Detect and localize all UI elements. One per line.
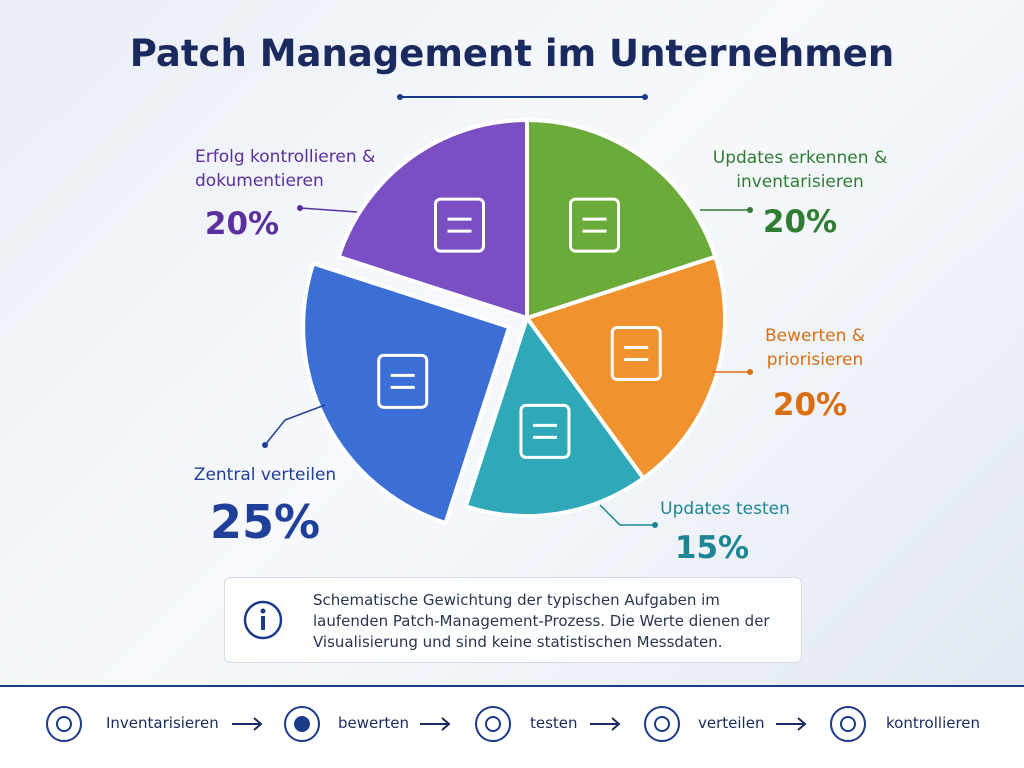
pie-slice: [463, 316, 646, 518]
title-rule-dot: [642, 94, 648, 100]
category-label: Bewerten & priorisieren: [764, 326, 866, 370]
slice-icon: [569, 197, 621, 253]
category-label: Updates erkennen & inventarisieren: [712, 148, 888, 192]
step-arrow-head: [797, 717, 807, 731]
step-icon-core: [654, 716, 670, 732]
step-icon: [475, 706, 511, 742]
category-label: Updates testen: [660, 499, 790, 519]
leader-dot: [262, 442, 268, 448]
step-icon: [830, 706, 866, 742]
process-step: Inventarisieren: [106, 714, 219, 732]
pie-slice: [301, 261, 512, 525]
step-arrow-head: [441, 717, 451, 731]
leader-line: [264, 404, 326, 446]
info-box: Schematische Gewichtung der typischen Au…: [224, 577, 802, 663]
leader-dot: [747, 207, 753, 213]
step-icon: [46, 706, 82, 742]
chart-title: Patch Management im Unternehmen: [129, 32, 895, 75]
leader-dot: [297, 205, 303, 211]
process-step: verteilen: [698, 714, 765, 732]
info-icon: [243, 600, 283, 640]
pie-slice: [525, 118, 718, 320]
step-arrow-head: [611, 717, 621, 731]
pie-slice: [525, 254, 727, 481]
step-icon-core: [485, 716, 501, 732]
title-rule-dot: [397, 94, 403, 100]
value-label: 20%: [204, 206, 280, 242]
step-icon: [644, 706, 680, 742]
category-label: Erfolg kontrollieren & dokumentieren: [195, 147, 376, 191]
leader-dot: [747, 369, 753, 375]
leader-line: [299, 207, 358, 213]
info-text: Schematische Gewichtung der typischen Au…: [313, 591, 770, 651]
value-label: 15%: [674, 530, 750, 566]
step-icon-core: [56, 716, 72, 732]
leader-dot: [652, 522, 658, 528]
slice-icon: [610, 325, 662, 381]
value-label: 20%: [772, 387, 848, 423]
slice-icon: [377, 353, 429, 409]
process-step: kontrollieren: [886, 714, 981, 732]
slice-icon: [519, 403, 571, 459]
process-step: bewerten: [338, 714, 410, 732]
pie-slice: [336, 118, 529, 320]
step-icon-core: [840, 716, 856, 732]
step-arrow-head: [253, 717, 263, 731]
process-step: testen: [530, 714, 578, 732]
category-label: Zentral verteilen: [193, 465, 337, 485]
slice-icon: [433, 197, 485, 253]
value-label: 20%: [762, 204, 838, 240]
value-label: 25%: [209, 495, 321, 549]
leader-line: [599, 504, 655, 526]
step-icon-core: [294, 716, 310, 732]
